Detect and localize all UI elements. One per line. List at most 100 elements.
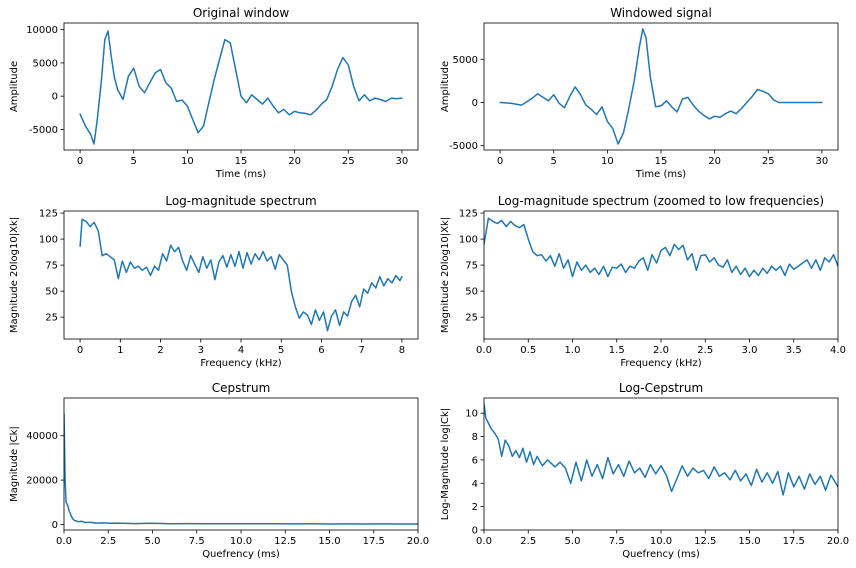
- panel-2-x-tick-label: 10: [601, 156, 614, 167]
- panel-6-series-line: [484, 403, 838, 496]
- panel-6-x-axis-label: Quefrency (ms): [622, 549, 700, 560]
- panel-1-y-tick-label: -5000: [29, 125, 58, 136]
- panel-2-title: Windowed signal: [610, 6, 712, 20]
- panel-6-x-tick-label: 17.5: [783, 536, 805, 547]
- panel-6-x-tick-label: 0.0: [476, 536, 492, 547]
- panel-4-series-line: [484, 217, 838, 278]
- panel-1-x-tick-label: 0: [77, 156, 83, 167]
- panel-1-x-tick-label: 25: [342, 156, 355, 167]
- panel-6-y-tick-label: 2: [472, 502, 478, 513]
- panel-4-y-axis-label: Magnitude 20log10|Xk|: [440, 217, 451, 333]
- panel-2-x-tick-label: 20: [708, 156, 721, 167]
- panel-4-title: Log-magnitude spectrum (zoomed to low fr…: [498, 194, 824, 208]
- panel-3-y-tick-label: 50: [45, 287, 58, 298]
- panel-5-y-axis-label: Magnitude |Ck|: [9, 426, 20, 502]
- panel-2-x-tick-label: 0: [497, 156, 503, 167]
- panel-4-x-tick-label: 2.5: [697, 345, 713, 356]
- panel-5-x-tick-label: 20.0: [407, 536, 429, 547]
- panel-3-x-tick-label: 3: [198, 345, 204, 356]
- panel-6-y-tick-label: 0: [472, 526, 478, 537]
- panel-6-y-tick-label: 10: [465, 409, 478, 420]
- panel-1-title: Original window: [193, 6, 289, 20]
- panel-3-x-tick-label: 8: [399, 345, 405, 356]
- panel-5-x-tick-label: 7.5: [189, 536, 205, 547]
- panel-5-y-tick-label: 40000: [26, 431, 58, 442]
- panel-5-title: Cepstrum: [212, 381, 271, 395]
- panel-3-x-tick-label: 6: [318, 345, 324, 356]
- panel-6-y-tick-label: 8: [472, 432, 478, 443]
- panel-1-x-axis-label: Time (ms): [215, 169, 267, 180]
- panel-6-x-tick-label: 10.0: [650, 536, 672, 547]
- panel-5-series-line: [64, 412, 418, 525]
- panel-4-y-tick-label: 100: [459, 235, 478, 246]
- panel-5-y-tick-label: 20000: [26, 476, 58, 487]
- panel-5-x-tick-label: 2.5: [100, 536, 116, 547]
- panel-4-y-tick-label: 75: [465, 261, 478, 272]
- panel-6-x-tick-label: 5.0: [565, 536, 581, 547]
- panel-4-y-tick-label: 125: [459, 209, 478, 220]
- panel-5-y-tick-label: 0: [52, 520, 58, 531]
- panel-3-x-tick-label: 7: [358, 345, 364, 356]
- panel-2-axes-frame: [483, 22, 839, 151]
- panel-5-axes-frame: [63, 397, 419, 531]
- panel-2-x-tick-label: 25: [762, 156, 775, 167]
- panel-1-x-tick-label: 10: [181, 156, 194, 167]
- panel-1-y-tick-label: 10000: [26, 25, 58, 36]
- panel-1-x-tick-label: 30: [396, 156, 409, 167]
- panel-5-x-tick-label: 0.0: [56, 536, 72, 547]
- panel-2-y-tick-label: 5000: [453, 55, 478, 66]
- panel-4-x-tick-label: 0.0: [476, 345, 492, 356]
- panel-5-x-tick-label: 17.5: [363, 536, 385, 547]
- panel-6-y-tick-label: 6: [472, 455, 478, 466]
- panel-3-x-tick-label: 5: [278, 345, 284, 356]
- panel-2-x-tick-label: 15: [655, 156, 668, 167]
- panel-5-x-tick-label: 12.5: [274, 536, 296, 547]
- panel-6-axes-frame: [483, 397, 839, 531]
- panel-4-x-tick-label: 3.5: [786, 345, 802, 356]
- panel-3-series-line: [79, 218, 403, 332]
- panel-4-x-tick-label: 4.0: [830, 345, 846, 356]
- panel-3-y-tick-label: 100: [39, 235, 58, 246]
- panel-2-y-tick-label: -5000: [449, 141, 478, 152]
- panel-3-y-tick-label: 25: [45, 313, 58, 324]
- panel-4-x-tick-label: 0.5: [520, 345, 536, 356]
- panel-3-y-axis-label: Magnitude 20log10|Xk|: [9, 217, 20, 333]
- panel-6-x-tick-label: 12.5: [694, 536, 716, 547]
- panel-1-series-line: [79, 30, 403, 145]
- panel-4-x-tick-label: 1.0: [565, 345, 581, 356]
- panel-6-x-tick-label: 20.0: [827, 536, 849, 547]
- panel-5-x-axis-label: Quefrency (ms): [202, 549, 280, 560]
- panel-2-x-tick-label: 30: [816, 156, 829, 167]
- panel-1-y-tick-label: 0: [52, 92, 58, 103]
- panel-3-x-axis-label: Frequency (kHz): [200, 358, 281, 369]
- panel-6-y-tick-label: 4: [472, 479, 478, 490]
- panel-3-x-tick-label: 4: [238, 345, 244, 356]
- panel-3-y-tick-label: 125: [39, 209, 58, 220]
- panel-2-y-axis-label: Amplitude: [440, 61, 451, 112]
- panel-5-x-tick-label: 15.0: [318, 536, 340, 547]
- panel-6-y-axis-label: Log-Magnitude log|Ck|: [440, 408, 451, 520]
- panel-6-x-tick-label: 2.5: [520, 536, 536, 547]
- panel-1-y-axis-label: Amplitude: [9, 61, 20, 112]
- panel-2-y-tick-label: 0: [472, 98, 478, 109]
- panel-1-x-tick-label: 15: [235, 156, 248, 167]
- panel-6-x-tick-label: 15.0: [738, 536, 760, 547]
- panel-5-x-tick-label: 5.0: [145, 536, 161, 547]
- panel-3-x-tick-label: 0: [77, 345, 83, 356]
- panel-4-x-tick-label: 3.0: [742, 345, 758, 356]
- panel-3-y-tick-label: 75: [45, 261, 58, 272]
- panel-1-y-tick-label: 5000: [33, 58, 58, 69]
- panel-3-x-tick-label: 1: [117, 345, 123, 356]
- panel-4-x-axis-label: Frequency (kHz): [620, 358, 701, 369]
- panel-3-x-tick-label: 2: [157, 345, 163, 356]
- panel-2-x-axis-label: Time (ms): [635, 169, 687, 180]
- panel-4-x-tick-label: 2.0: [653, 345, 669, 356]
- panel-6-x-tick-label: 7.5: [609, 536, 625, 547]
- panel-4-y-tick-label: 25: [465, 313, 478, 324]
- panel-2-series-line: [499, 28, 823, 145]
- panel-2-x-tick-label: 5: [551, 156, 557, 167]
- panel-4-x-tick-label: 1.5: [609, 345, 625, 356]
- panel-1-x-tick-label: 5: [131, 156, 137, 167]
- panel-4-y-tick-label: 50: [465, 287, 478, 298]
